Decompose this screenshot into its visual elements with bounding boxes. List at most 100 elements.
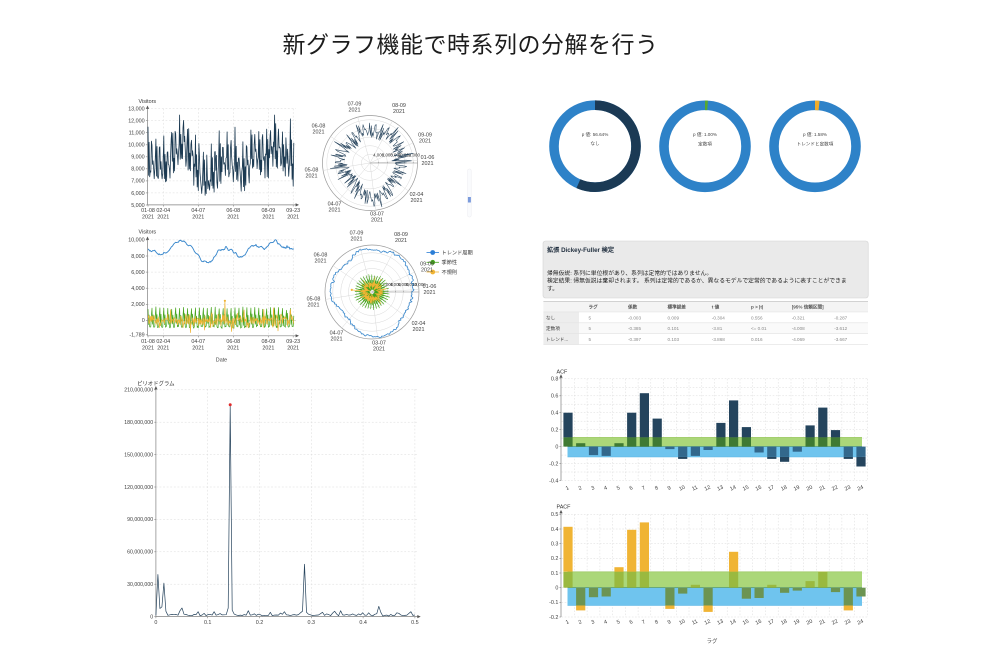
svg-text:2021: 2021 (142, 345, 154, 351)
svg-text:10,000: 10,000 (128, 143, 145, 149)
svg-text:-0.321: -0.321 (792, 315, 805, 320)
svg-text:検定結果: 帰無仮説は棄却されます。 系列は定常的であるか、: 検定結果: 帰無仮説は棄却されます。 系列は定常的であるか、異なるモデルで定常的… (547, 277, 847, 285)
svg-text:-3.667: -3.667 (834, 337, 847, 342)
svg-text:150,000,000: 150,000,000 (124, 452, 153, 458)
svg-text:2021: 2021 (413, 327, 425, 333)
svg-text:04-07: 04-07 (191, 339, 205, 345)
svg-text:23: 23 (844, 485, 852, 493)
svg-text:210,000,000: 210,000,000 (124, 388, 153, 394)
svg-text:2021: 2021 (421, 268, 433, 274)
svg-text:18: 18 (780, 485, 788, 493)
svg-text:2021: 2021 (422, 161, 434, 167)
svg-text:p > |t|: p > |t| (751, 305, 763, 310)
svg-text:2021: 2021 (373, 347, 385, 353)
svg-text:02-04: 02-04 (156, 208, 170, 214)
svg-text:4: 4 (603, 485, 608, 492)
svg-text:不規則: 不規則 (442, 268, 458, 276)
svg-text:8,000: 8,000 (131, 167, 145, 173)
svg-text:14: 14 (729, 485, 737, 493)
svg-text:18: 18 (780, 619, 788, 627)
svg-text:1: 1 (565, 619, 570, 626)
svg-text:180,000,000: 180,000,000 (124, 420, 153, 426)
svg-text:0.2: 0.2 (551, 556, 559, 562)
svg-text:4,000: 4,000 (131, 286, 145, 292)
svg-text:03-07: 03-07 (372, 341, 386, 347)
svg-text:0.2: 0.2 (256, 620, 264, 626)
svg-text:60,000,000: 60,000,000 (127, 550, 153, 556)
svg-text:2021: 2021 (349, 108, 361, 114)
svg-text:9: 9 (667, 619, 672, 626)
svg-text:2021: 2021 (351, 237, 363, 243)
svg-text:0: 0 (142, 318, 145, 324)
svg-text:0.3: 0.3 (551, 542, 559, 548)
svg-text:1: 1 (565, 485, 570, 492)
svg-text:定数項: 定数項 (546, 325, 560, 332)
svg-text:-3.612: -3.612 (834, 326, 847, 331)
svg-text:-0.1: -0.1 (549, 600, 558, 606)
svg-text:-4.069: -4.069 (792, 337, 805, 342)
svg-text:0.2: 0.2 (551, 428, 559, 434)
svg-text:2021: 2021 (287, 214, 299, 220)
svg-text:0.4: 0.4 (359, 620, 367, 626)
svg-text:12: 12 (704, 485, 712, 493)
svg-text:10,000: 10,000 (412, 282, 426, 287)
svg-text:す。: す。 (547, 285, 558, 292)
svg-text:17: 17 (767, 485, 775, 493)
svg-text:4: 4 (603, 619, 608, 626)
svg-text:0.101: 0.101 (668, 326, 680, 331)
svg-text:なし: なし (590, 140, 600, 146)
svg-text:19: 19 (793, 619, 801, 627)
svg-text:10: 10 (678, 619, 686, 627)
svg-text:-0.304: -0.304 (712, 315, 725, 320)
svg-text:3: 3 (590, 619, 595, 626)
svg-text:03-07: 03-07 (370, 212, 384, 218)
svg-text:Visitors: Visitors (139, 99, 157, 105)
svg-text:0.4: 0.4 (551, 527, 559, 533)
svg-text:11,000: 11,000 (129, 131, 145, 137)
svg-text:-1,789: -1,789 (129, 333, 144, 339)
svg-text:2,000: 2,000 (131, 302, 145, 308)
svg-text:ACF: ACF (557, 369, 568, 375)
svg-text:-0.2: -0.2 (549, 615, 558, 621)
svg-text:2021: 2021 (411, 198, 423, 204)
svg-text:5: 5 (589, 315, 592, 320)
svg-text:定数項: 定数項 (698, 140, 712, 147)
svg-text:標準誤差: 標準誤差 (668, 304, 687, 311)
svg-text:21: 21 (818, 619, 826, 627)
svg-text:トレンド周期: トレンド周期 (442, 249, 473, 256)
svg-text:2021: 2021 (315, 259, 327, 265)
svg-text:15: 15 (742, 619, 750, 627)
svg-text:-0.003: -0.003 (628, 315, 641, 320)
svg-text:05-08: 05-08 (307, 297, 321, 303)
svg-text:5,000: 5,000 (131, 203, 145, 209)
svg-text:14: 14 (729, 619, 737, 627)
svg-text:12,000: 12,000 (128, 119, 145, 125)
svg-text:02-04: 02-04 (410, 192, 424, 198)
svg-text:0: 0 (154, 620, 157, 626)
svg-text:12: 12 (704, 619, 712, 627)
svg-text:04-07: 04-07 (330, 331, 344, 337)
svg-text:2021: 2021 (424, 290, 436, 296)
svg-text:0.556: 0.556 (751, 315, 763, 320)
svg-text:24: 24 (857, 619, 865, 627)
svg-text:17: 17 (767, 619, 775, 627)
svg-text:04-07: 04-07 (191, 208, 205, 214)
svg-text:0.009: 0.009 (668, 315, 680, 320)
svg-text:13: 13 (716, 619, 724, 627)
svg-text:0.4: 0.4 (551, 411, 559, 417)
svg-text:22: 22 (831, 485, 839, 493)
svg-text:0.8: 0.8 (551, 377, 559, 383)
svg-text:係数: 係数 (628, 304, 638, 311)
svg-text:2: 2 (578, 485, 583, 492)
svg-text:なし: なし (546, 314, 556, 320)
svg-text:6: 6 (629, 619, 634, 626)
svg-text:t 値: t 値 (712, 304, 720, 311)
svg-text:30,000,000: 30,000,000 (127, 582, 153, 588)
svg-text:-0.287: -0.287 (834, 315, 847, 320)
svg-text:[95% 信頼区間]: [95% 信頼区間] (792, 304, 824, 311)
svg-text:10: 10 (678, 485, 686, 493)
svg-text:5: 5 (589, 337, 592, 342)
svg-text:10,000: 10,000 (398, 153, 412, 158)
svg-text:04-07: 04-07 (328, 202, 342, 208)
svg-text:5: 5 (589, 326, 592, 331)
